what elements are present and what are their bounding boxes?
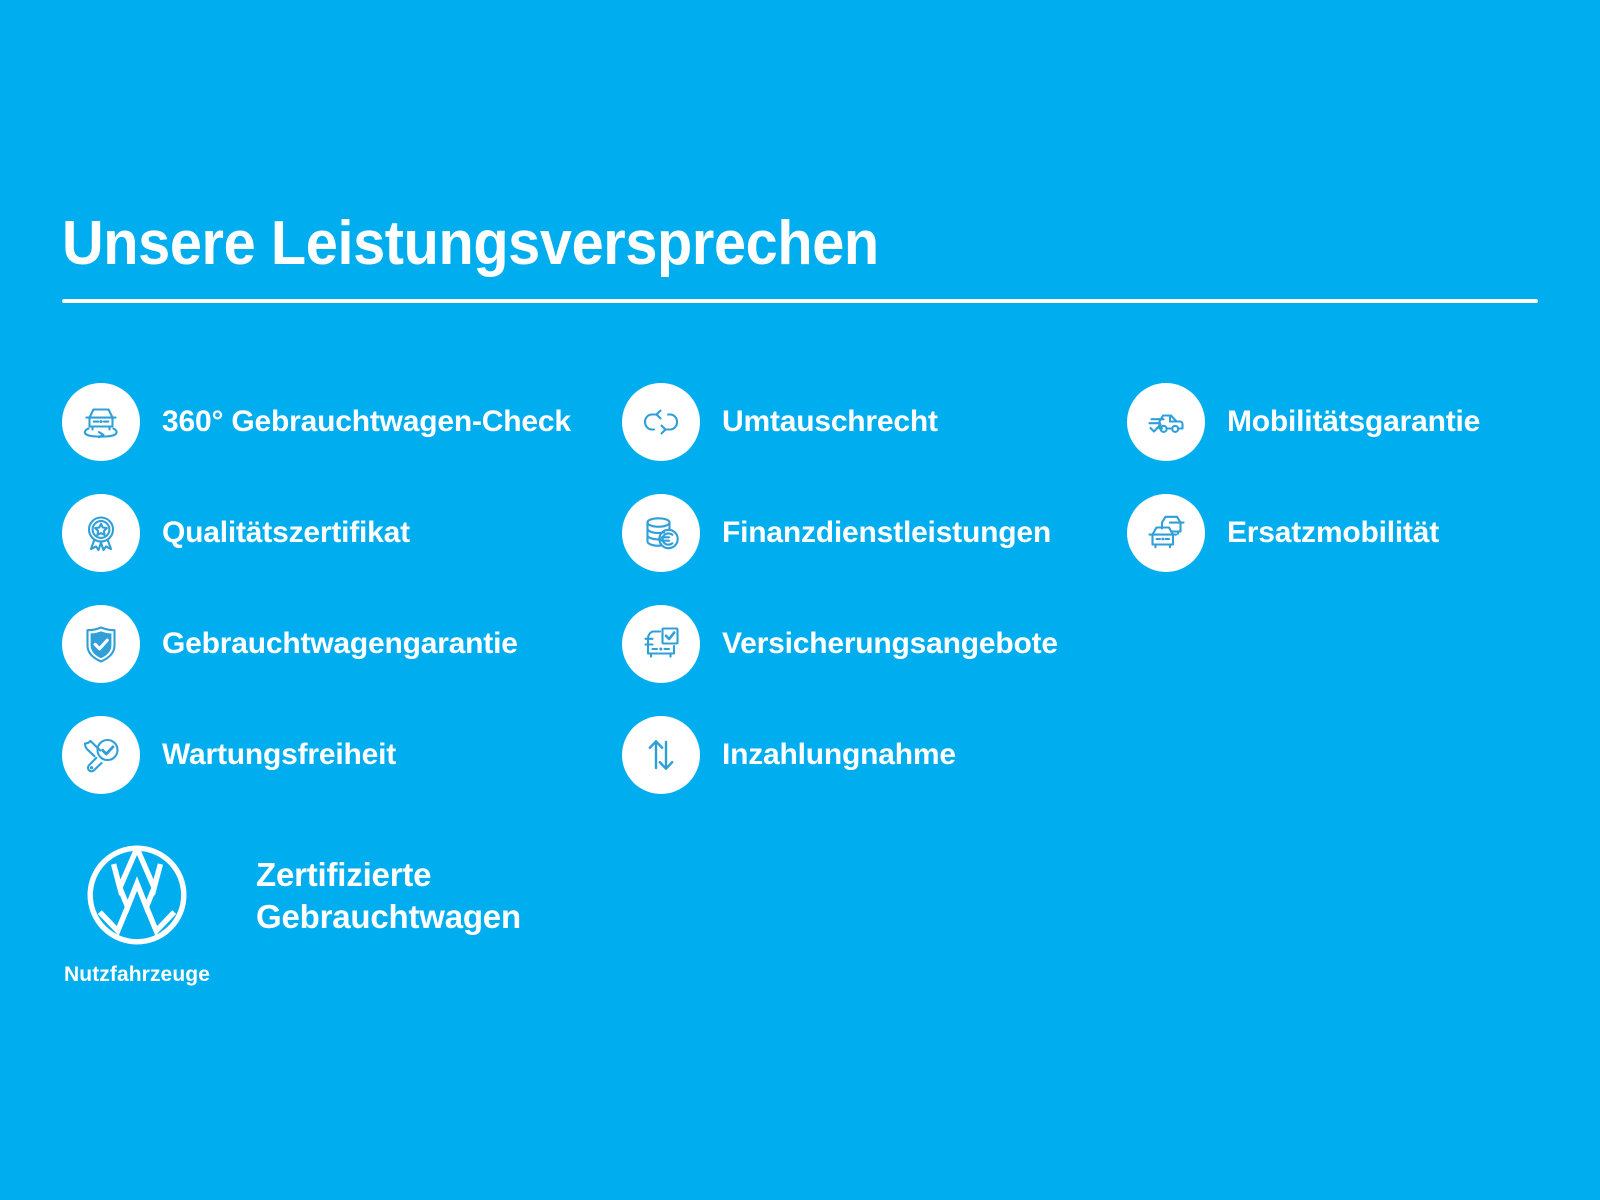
coin-stack-euro-icon	[622, 493, 700, 572]
feature-item-inzahlungnahme[interactable]: Inzahlungnahme	[622, 699, 1127, 810]
brand-sub-label: Nutzfahrzeuge	[64, 963, 210, 986]
brand-mark: Nutzfahrzeuge	[62, 838, 212, 987]
feature-item-finanzdienstleistungen[interactable]: Finanzdienstleistungen	[622, 477, 1127, 588]
exchange-arrows-icon	[622, 382, 700, 461]
feature-label: Finanzdienstleistungen	[722, 515, 1051, 549]
feature-item-qualitaetszertifikat[interactable]: Qualitätszertifikat	[62, 477, 622, 588]
car-360-check-icon	[62, 382, 140, 461]
feature-label: 360° Gebrauchtwagen-Check	[162, 404, 571, 438]
feature-label: Inzahlungnahme	[722, 737, 956, 771]
feature-label: Versicherungsangebote	[722, 626, 1058, 660]
feature-item-gebrauchtwagen-check[interactable]: 360° Gebrauchtwagen-Check	[62, 366, 622, 477]
brand-claim-line-2: Gebrauchtwagen	[256, 898, 521, 935]
feature-item-versicherungsangebote[interactable]: Versicherungsangebote	[622, 588, 1127, 699]
award-rosette-icon	[62, 493, 140, 572]
feature-label: Umtauschrecht	[722, 404, 938, 438]
feature-label: Mobilitätsgarantie	[1227, 404, 1481, 438]
feature-label: Wartungsfreiheit	[162, 737, 397, 771]
feature-grid: 360° Gebrauchtwagen-Check Umtauschrecht	[62, 366, 1542, 810]
car-document-check-icon	[622, 604, 700, 683]
feature-item-ersatzmobilitaet[interactable]: Ersatzmobilität	[1127, 477, 1542, 588]
title-block: Unsere Leistungsversprechen	[62, 208, 1538, 303]
shield-check-icon	[62, 604, 140, 683]
feature-label: Qualitätszertifikat	[162, 515, 410, 549]
two-cars-icon	[1127, 493, 1205, 572]
page-title: Unsere Leistungsversprechen	[62, 209, 879, 278]
title-divider	[62, 299, 1538, 303]
brand-claim-line-1: Zertifizierte	[256, 856, 432, 893]
feature-item-wartungsfreiheit[interactable]: Wartungsfreiheit	[62, 699, 622, 810]
volkswagen-logo	[87, 845, 187, 945]
brand-lockup: Nutzfahrzeuge Zertifizierte Gebrauchtwag…	[62, 838, 521, 987]
feature-item-gebrauchtwagengarantie[interactable]: Gebrauchtwagengarantie	[62, 588, 622, 699]
brand-claim: Zertifizierte Gebrauchtwagen	[256, 854, 521, 938]
feature-item-mobilitaetsgarantie[interactable]: Mobilitätsgarantie	[1127, 366, 1542, 477]
feature-label: Ersatzmobilität	[1227, 515, 1440, 549]
feature-label: Gebrauchtwagengarantie	[162, 626, 518, 660]
arrows-up-down-icon	[622, 715, 700, 794]
feature-item-umtauschrecht[interactable]: Umtauschrecht	[622, 366, 1127, 477]
wrench-check-icon	[62, 715, 140, 794]
van-motion-check-icon	[1127, 382, 1205, 461]
